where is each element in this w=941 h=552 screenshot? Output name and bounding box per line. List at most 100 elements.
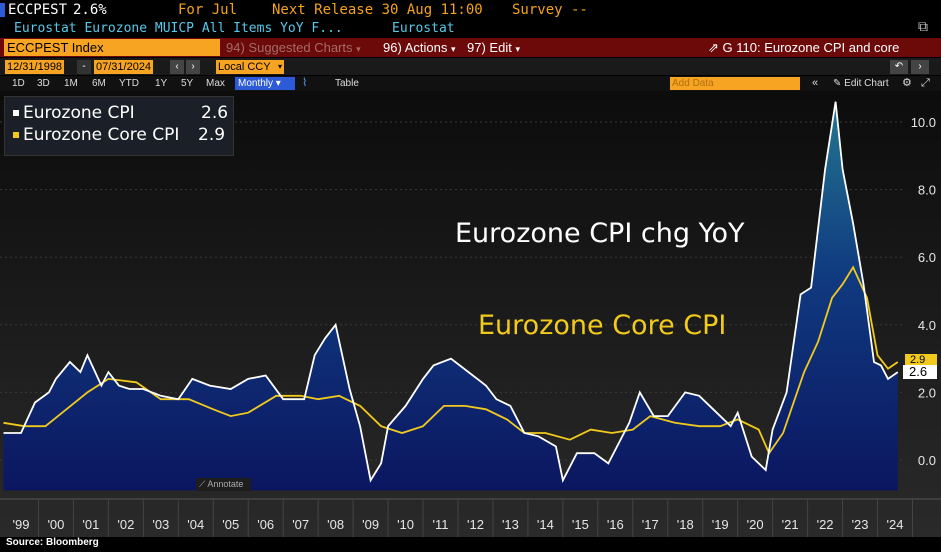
chart-title: Eurozone CPI chg YoY <box>455 218 745 249</box>
edit-chart-label: Edit Chart <box>844 78 889 89</box>
x-tick-label: '05 <box>222 517 239 532</box>
x-tick-label: '17 <box>642 517 659 532</box>
chevron-down-icon: ▾ <box>275 78 281 89</box>
x-tick-label: '15 <box>572 517 589 532</box>
popout-icon[interactable]: ⧉ <box>918 19 928 35</box>
source-name: Eurostat <box>392 21 455 36</box>
range-max[interactable]: Max <box>206 78 225 89</box>
x-tick-label: '14 <box>537 517 554 532</box>
source-note: Source: Bloomberg <box>6 537 99 548</box>
actions-num: 96) <box>383 40 402 55</box>
legend-swatch-core <box>13 132 19 138</box>
expand-icon[interactable]: ⤢ <box>921 77 930 89</box>
legend-value-cpi: 2.6 <box>201 103 229 123</box>
end-date-input[interactable]: 07/31/2024 <box>94 60 154 74</box>
y-tick-label: 0.0 <box>918 453 936 468</box>
pencil-icon: ⟋ <box>199 479 206 489</box>
x-tick-label: '01 <box>82 517 99 532</box>
cpi-line <box>3 101 899 483</box>
x-tick-label: '22 <box>817 517 834 532</box>
line-chart-icon[interactable]: ⌇ <box>302 77 308 89</box>
x-tick-label: '07 <box>292 517 309 532</box>
table-button[interactable]: Table <box>335 78 359 89</box>
focus-marker <box>0 3 5 17</box>
y-tick-label: 6.0 <box>918 250 936 265</box>
next-period-button[interactable]: › <box>186 60 200 74</box>
chevron-down-icon: ▾ <box>450 44 456 54</box>
x-tick-label: '18 <box>677 517 694 532</box>
chevron-right-icon[interactable]: › <box>911 60 929 74</box>
chevron-down-icon: ▾ <box>277 62 282 71</box>
actions-button[interactable]: 96) Actions ▾ <box>383 39 456 56</box>
chart-title-bar: ⇗ G 110: Eurozone CPI and core <box>708 39 899 56</box>
chart-title-label: G 110: Eurozone CPI and core <box>722 40 900 55</box>
x-tick-label: '24 <box>887 517 904 532</box>
x-tick-label: '02 <box>117 517 134 532</box>
frequency-select[interactable]: Monthly ▾ <box>235 77 295 90</box>
edit-num: 97) <box>467 40 486 55</box>
currency-select[interactable]: Local CCY ▾ <box>216 60 284 74</box>
cpi-chart[interactable]: 0.0 2.0 4.0 6.0 8.0 10.0 '99 '00 '01 '02 '03 '04 '0… <box>0 91 941 537</box>
pencil-icon: ✎ <box>833 78 842 89</box>
x-tick-label: '11 <box>433 517 449 532</box>
collapse-icon[interactable]: « <box>812 77 819 89</box>
export-icon[interactable]: ⇗ <box>708 40 719 55</box>
date-dash: - <box>77 60 91 74</box>
x-tick-label: '00 <box>47 517 64 532</box>
command-bar <box>0 38 941 57</box>
legend-item-cpi: Eurozone CPI 2.6 <box>13 103 228 123</box>
chevron-down-icon: ▾ <box>356 44 361 54</box>
x-tick-label: '99 <box>13 517 30 532</box>
chart-subtitle: Eurozone Core CPI <box>478 310 727 341</box>
x-tick-label: '13 <box>502 517 519 532</box>
legend: Eurozone CPI 2.6 Eurozone Core CPI 2.9 <box>4 96 234 156</box>
index-field[interactable]: ECCPEST Index <box>4 39 220 56</box>
legend-value-core: 2.9 <box>198 125 226 145</box>
last-value-core: 2.9 <box>905 354 937 366</box>
x-tick-label: '04 <box>187 517 204 532</box>
annotate-button[interactable]: ⟋ Annotate <box>196 478 251 491</box>
y-tick-label: 2.0 <box>918 385 936 400</box>
settings-icon[interactable]: ⚙ <box>902 77 912 89</box>
y-axis: 0.0 2.0 4.0 6.0 8.0 10.0 <box>911 115 936 468</box>
range-5y[interactable]: 5Y <box>181 78 194 89</box>
x-tick-label: '03 <box>152 517 169 532</box>
chevron-down-icon: ▾ <box>515 44 520 54</box>
x-tick-label: '23 <box>852 517 869 532</box>
range-3d[interactable]: 3D <box>37 78 50 89</box>
range-1m[interactable]: 1M <box>64 78 78 89</box>
suggested-num: 94) <box>226 40 245 55</box>
security-header: ECCPEST 2.6% For Jul Next Release 30 Aug… <box>0 0 941 20</box>
annotate-label: Annotate <box>207 479 244 489</box>
suggested-label: Suggested Charts <box>248 40 353 55</box>
range-1d[interactable]: 1D <box>12 78 25 89</box>
suggested-charts-button[interactable]: 94) Suggested Charts ▾ <box>226 39 361 56</box>
currency-label: Local CCY <box>218 61 271 73</box>
start-date-input[interactable]: 12/31/1998 <box>5 60 65 74</box>
legend-swatch-cpi <box>13 110 19 116</box>
edit-label: Edit <box>489 40 512 55</box>
description-row: Eurostat Eurozone MUICP All Items YoY F.… <box>0 19 941 38</box>
period-label: For Jul <box>178 2 238 18</box>
legend-label-core: Eurozone Core CPI <box>23 125 180 145</box>
frequency-label: Monthly <box>238 78 274 89</box>
x-tick-label: '19 <box>712 517 729 532</box>
range-1y[interactable]: 1Y <box>155 78 168 89</box>
add-data-input[interactable]: Add Data <box>670 77 800 90</box>
x-tick-label: '06 <box>257 517 274 532</box>
prev-period-button[interactable]: ‹ <box>170 60 184 74</box>
edit-button[interactable]: 97) Edit ▾ <box>467 39 520 56</box>
last-value-cpi: 2.6 <box>903 365 937 379</box>
edit-chart-button[interactable]: ✎ Edit Chart <box>833 76 889 91</box>
undo-icon[interactable]: ↶ <box>890 60 908 74</box>
cpi-area <box>3 101 898 491</box>
ticker: ECCPEST <box>8 2 68 18</box>
y-tick-label: 4.0 <box>918 318 936 333</box>
x-tick-label: '08 <box>327 517 344 532</box>
y-tick-label: 10.0 <box>911 115 936 130</box>
x-tick-label: '09 <box>362 517 379 532</box>
range-ytd[interactable]: YTD <box>119 78 139 89</box>
y-tick-label: 8.0 <box>918 183 936 198</box>
range-6m[interactable]: 6M <box>92 78 106 89</box>
x-axis: '99 '00 '01 '02 '03 '04 '05 '06 '07 '08 '09 '10 '11 '… <box>0 498 941 537</box>
